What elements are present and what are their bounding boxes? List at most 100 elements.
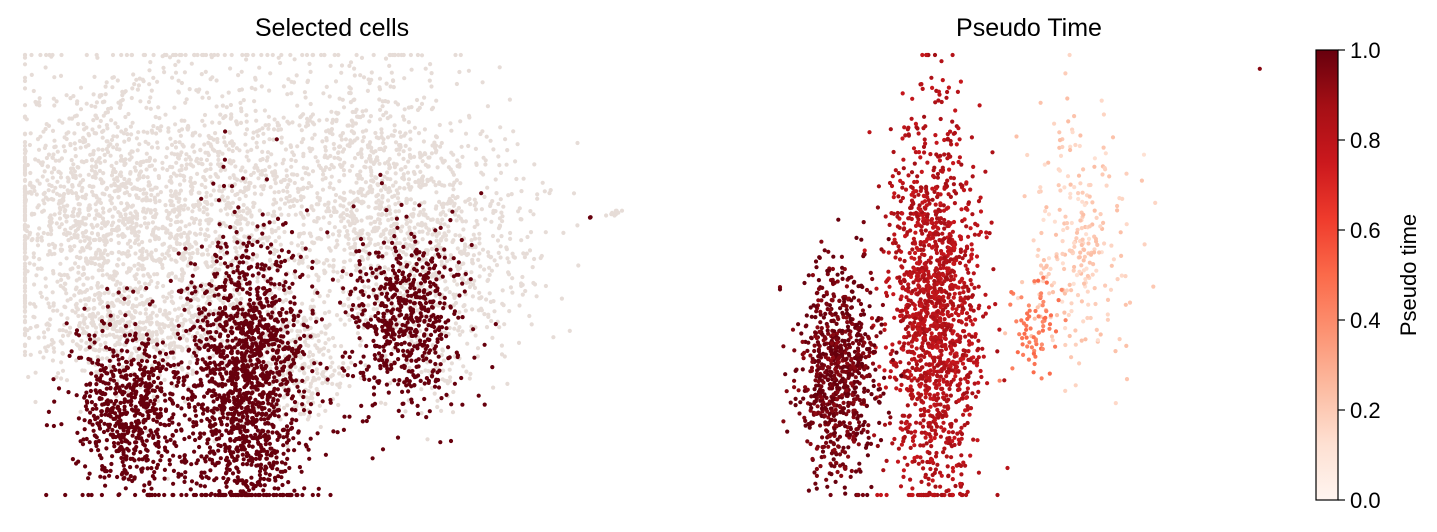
cell-point [144, 299, 149, 304]
cell-point [141, 488, 146, 493]
cell-point [56, 371, 61, 376]
cell-point [299, 204, 304, 209]
cell-point [132, 395, 137, 400]
cell-point [181, 334, 186, 339]
cell-point [131, 357, 136, 362]
cell-point [104, 333, 109, 338]
cell-point [151, 459, 156, 464]
cell-point [147, 82, 152, 87]
cell-point [49, 220, 54, 225]
cell-point [22, 86, 28, 91]
cell-point [119, 348, 124, 353]
cell-point [69, 189, 74, 194]
cell-point [347, 90, 352, 96]
cell-point [109, 237, 114, 243]
cell-point [77, 202, 82, 207]
cell-point [94, 250, 99, 255]
cell-point [35, 232, 41, 237]
cell-point [138, 163, 143, 168]
cell-point [152, 388, 157, 393]
cell-point [411, 207, 417, 212]
cell-point [152, 167, 158, 172]
cell-point [109, 250, 114, 255]
cell-point [268, 257, 273, 262]
cell-point [276, 123, 282, 128]
cell-point [455, 158, 460, 163]
cell-point [522, 255, 528, 260]
cell-point [93, 402, 98, 408]
cell-point [321, 215, 326, 220]
cell-point [253, 87, 258, 92]
cell-point [214, 104, 219, 109]
cell-point [389, 133, 394, 138]
cell-point [202, 484, 207, 489]
cell-point [95, 231, 100, 236]
cell-point [78, 85, 84, 90]
cell-point [293, 364, 298, 370]
cell-point [407, 147, 412, 152]
cell-point [499, 343, 504, 348]
cell-point [31, 88, 36, 94]
cell-point [517, 303, 522, 308]
cell-point [313, 155, 318, 160]
cell-point [145, 359, 150, 364]
cell-point [70, 308, 75, 313]
cell-point [121, 463, 126, 468]
cell-point [289, 241, 294, 246]
cell-point [452, 180, 457, 185]
cell-point [129, 362, 134, 367]
cell-point [41, 355, 46, 360]
cell-point [452, 201, 457, 206]
cell-point [104, 386, 109, 391]
cell-point [434, 190, 439, 195]
cell-point [223, 114, 228, 119]
cell-point [31, 302, 36, 307]
cell-point [301, 151, 306, 156]
cell-point [49, 196, 54, 202]
cell-point [141, 273, 146, 278]
cell-point [182, 436, 187, 442]
cell-point [253, 77, 258, 82]
cell-point [386, 245, 391, 250]
cell-point [113, 121, 118, 126]
cell-point [180, 276, 185, 282]
cell-point [387, 63, 392, 68]
cell-point [22, 158, 28, 163]
cell-point [132, 413, 137, 418]
cell-point [73, 218, 78, 223]
cell-point [250, 136, 255, 141]
cell-point [179, 163, 184, 168]
cell-point [156, 257, 161, 262]
cell-point [288, 178, 293, 183]
cell-point [100, 191, 105, 196]
cell-point [204, 190, 209, 195]
cell-point [458, 52, 463, 58]
cell-point [160, 160, 165, 165]
cell-point [498, 244, 503, 249]
cell-point [96, 295, 101, 300]
cell-point [78, 180, 83, 185]
cell-point [332, 368, 337, 373]
cell-point [111, 349, 116, 354]
cell-point [224, 143, 229, 148]
cell-point [392, 193, 397, 198]
cell-point [322, 311, 328, 316]
cell-point [141, 159, 146, 164]
cell-point [160, 358, 165, 363]
cell-point [137, 142, 142, 147]
cell-point [114, 421, 119, 426]
cell-point [278, 242, 283, 247]
cell-point [101, 429, 107, 435]
cell-point [132, 240, 137, 246]
cell-point [239, 69, 244, 74]
cell-point [170, 392, 175, 397]
cell-point [110, 427, 115, 433]
cell-point [191, 314, 196, 319]
cell-point [329, 174, 334, 179]
cell-point [334, 117, 339, 122]
cell-point [139, 293, 144, 299]
cell-point [100, 328, 105, 334]
cell-point [106, 106, 111, 112]
cell-point [151, 394, 156, 399]
cell-point [406, 182, 411, 187]
